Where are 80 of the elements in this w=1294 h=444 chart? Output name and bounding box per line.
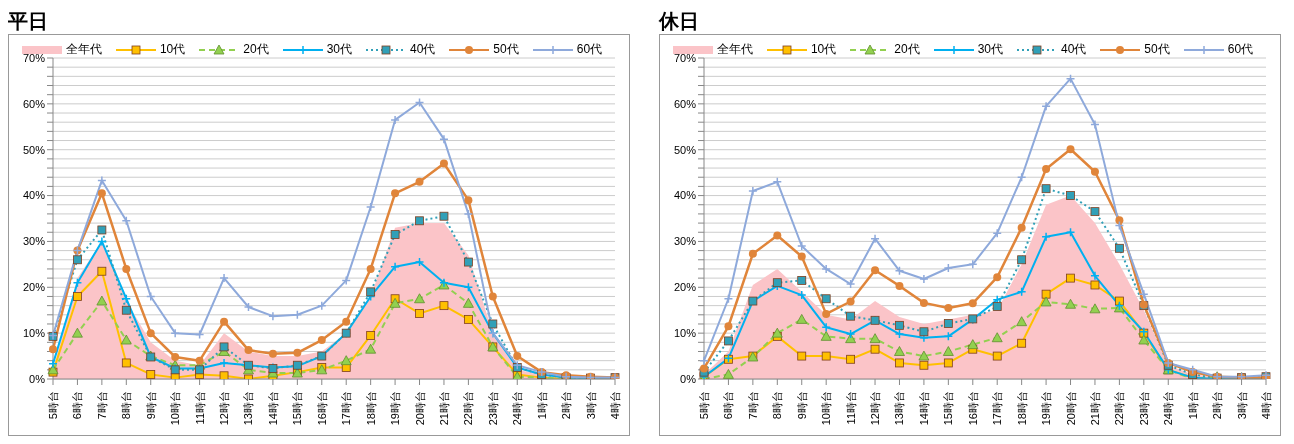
x-tick-label: 16時台: [966, 391, 979, 426]
x-tick-label: 14時台: [266, 391, 279, 426]
x-tick-label: 21時台: [437, 391, 450, 426]
x-tick-label: 5時台: [698, 391, 710, 420]
x-tick-label: 7時台: [95, 391, 108, 420]
x-tick-label: 2時台: [560, 391, 573, 420]
y-tick-label: 40%: [22, 189, 46, 202]
chart-title: 平日: [8, 9, 49, 34]
legend-label: 10代: [159, 41, 186, 58]
x-tick-label: 20時台: [413, 391, 426, 426]
chart-title: 休日: [659, 9, 700, 34]
x-tick-label: 10時台: [820, 391, 833, 426]
x-tick-label: 4時台: [1260, 391, 1272, 420]
y-tick-label: 0%: [680, 372, 697, 385]
x-tick-label: 19時台: [1040, 391, 1053, 426]
x-tick-label: 3時台: [584, 391, 597, 420]
x-tick-label: 24時台: [511, 391, 524, 426]
x-tick-label: 15時台: [291, 391, 304, 426]
legend-label: 40代: [410, 41, 436, 58]
x-tick-label: 2時台: [1211, 391, 1224, 420]
y-tick-label: 30%: [673, 235, 697, 248]
x-tick-label: 7時台: [746, 391, 759, 420]
y-tick-label: 0%: [29, 372, 46, 385]
legend-label: 30代: [326, 41, 352, 58]
x-tick-label: 17時台: [991, 391, 1004, 426]
y-tick-label: 10%: [22, 327, 46, 340]
x-tick-label: 22時台: [1113, 391, 1126, 426]
x-tick-label: 10時台: [169, 391, 182, 426]
x-tick-label: 17時台: [340, 391, 353, 426]
legend-label: 10代: [810, 41, 837, 58]
x-tick-label: 20時台: [1064, 391, 1077, 426]
y-tick-label: 70%: [673, 51, 697, 64]
y-tick-label: 50%: [673, 143, 697, 156]
x-tick-label: 19時台: [389, 391, 402, 426]
x-tick-label: 6時台: [722, 391, 735, 420]
x-tick-label: 14時台: [917, 391, 930, 426]
y-tick-label: 20%: [673, 281, 697, 294]
x-tick-label: 12時台: [869, 391, 882, 426]
legend-label: 30代: [977, 41, 1003, 58]
x-tick-label: 1時台: [535, 391, 548, 420]
legend-label: 50代: [1144, 41, 1170, 58]
y-tick-label: 50%: [22, 143, 46, 156]
x-tick-label: 4時台: [609, 391, 621, 420]
legend-label: 50代: [493, 41, 519, 58]
x-tick-label: 18時台: [364, 391, 377, 426]
x-tick-label: 9時台: [144, 391, 157, 420]
x-tick-label: 1時台: [1186, 391, 1199, 420]
x-tick-label: 3時台: [1235, 391, 1248, 420]
x-tick-label: 22時台: [462, 391, 475, 426]
legend-label: 全年代: [65, 41, 102, 58]
x-tick-label: 13時台: [242, 391, 255, 426]
y-tick-label: 40%: [673, 189, 697, 202]
y-tick-label: 10%: [673, 327, 697, 340]
x-tick-label: 8時台: [771, 391, 784, 420]
x-tick-label: 13時台: [893, 391, 906, 426]
y-tick-label: 30%: [22, 235, 46, 248]
x-tick-label: 11時台: [193, 391, 206, 425]
legend-label: 全年代: [716, 41, 753, 58]
x-tick-label: 12時台: [218, 391, 231, 426]
y-tick-label: 60%: [673, 97, 697, 110]
legend-label: 20代: [894, 41, 920, 58]
x-tick-label: 11時台: [844, 391, 857, 425]
x-tick-label: 6時台: [71, 391, 84, 420]
x-tick-label: 16時台: [315, 391, 328, 426]
x-tick-label: 24時台: [1162, 391, 1175, 426]
y-tick-label: 70%: [22, 51, 46, 64]
x-tick-label: 15時台: [942, 391, 955, 426]
x-tick-label: 8時台: [120, 391, 133, 420]
y-tick-label: 60%: [22, 97, 46, 110]
legend-label: 60代: [1227, 41, 1254, 58]
x-tick-label: 23時台: [486, 391, 499, 426]
legend-label: 40代: [1061, 41, 1087, 58]
x-tick-label: 23時台: [1137, 391, 1150, 426]
legend-label: 20代: [243, 41, 269, 58]
x-tick-label: 21時台: [1088, 391, 1101, 426]
x-tick-label: 9時台: [795, 391, 808, 420]
y-tick-label: 20%: [22, 281, 46, 294]
x-tick-label: 18時台: [1015, 391, 1028, 426]
x-tick-label: 5時台: [47, 391, 59, 420]
legend-label: 60代: [576, 41, 603, 58]
